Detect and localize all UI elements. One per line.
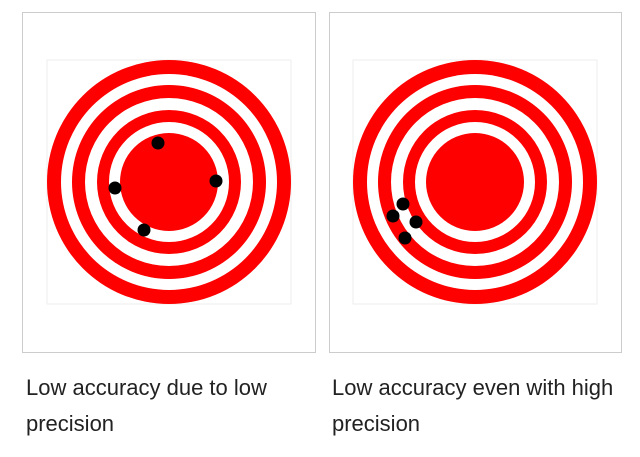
shot (108, 181, 122, 195)
shot (409, 215, 423, 229)
targets (22, 12, 622, 353)
shot (137, 223, 151, 237)
shot (398, 231, 412, 245)
target (352, 59, 598, 305)
target (46, 59, 292, 305)
shot (396, 197, 410, 211)
caption: Low accuracy due to low precision (26, 375, 267, 436)
caption: Low accuracy even with high precision (332, 375, 614, 436)
shots (108, 136, 423, 245)
shot (151, 136, 165, 150)
shot (209, 174, 223, 188)
shot (386, 209, 400, 223)
